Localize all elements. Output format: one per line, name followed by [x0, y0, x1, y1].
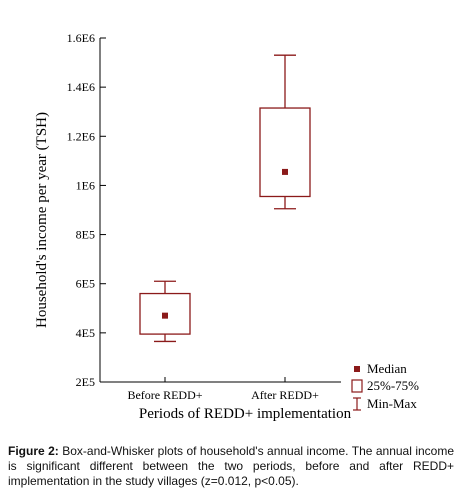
legend-item: 25%-75%: [351, 378, 419, 393]
x-axis: Before REDD+ After REDD+: [100, 377, 341, 402]
x-axis-title: Periods of REDD+ implementation: [139, 406, 352, 422]
box-group: [259, 54, 311, 210]
legend-label: 25%-75%: [367, 378, 419, 393]
legend-item: Median: [354, 361, 407, 376]
x-tick-label: After REDD+: [251, 388, 319, 402]
y-tick-label: 1E6: [76, 178, 95, 192]
legend-median-marker: [354, 366, 360, 372]
median-marker: [162, 312, 168, 319]
legend-box-swatch: [351, 379, 363, 393]
iqr-box: [139, 292, 191, 335]
legend: Median 25%-75% Min-Max: [351, 361, 419, 411]
y-tick-label: 1.6E6: [67, 31, 95, 45]
legend-label: Min-Max: [367, 396, 417, 411]
x-tick-label: Before REDD+: [127, 388, 202, 402]
y-tick-label: 1.4E6: [67, 80, 95, 94]
median-marker: [282, 168, 288, 175]
iqr-box: [259, 107, 311, 198]
y-tick-label: 4E5: [76, 326, 95, 340]
y-tick-label: 8E5: [76, 228, 95, 242]
figure-caption: Figure 2: Box-and-Whisker plots of house…: [8, 444, 454, 489]
legend-item: Min-Max: [353, 396, 417, 411]
y-tick-label: 1.2E6: [67, 129, 95, 143]
y-axis-title: Household's income per year (TSH): [34, 112, 50, 328]
caption-text: Box-and-Whisker plots of household's ann…: [8, 444, 455, 488]
y-axis: 2E5 4E5 6E5 8E5 1E6 1.2E6 1.4E6 1.6E6: [67, 31, 106, 389]
y-tick-label: 6E5: [76, 277, 95, 291]
caption-label: Figure 2:: [8, 444, 59, 458]
y-tick-label: 2E5: [76, 375, 95, 389]
box-plot-series: [139, 54, 311, 343]
box-plot-chart: 2E5 4E5 6E5 8E5 1E6 1.2E6 1.4E6 1.6E6 Before RE…: [34, 31, 419, 422]
legend-label: Median: [367, 361, 407, 376]
box-group: [139, 280, 191, 343]
